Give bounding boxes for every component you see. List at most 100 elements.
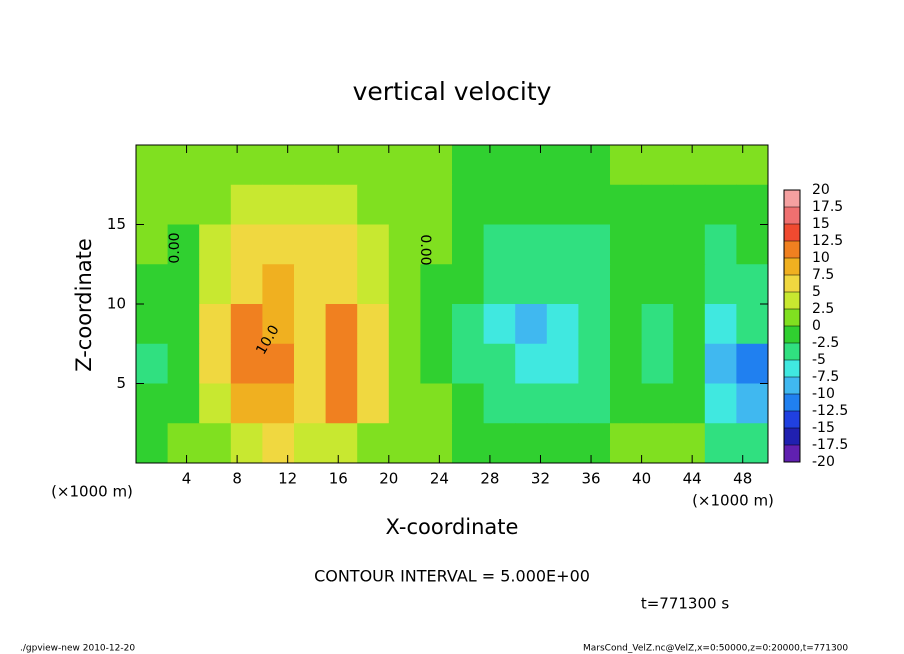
heatmap-cell (230, 145, 263, 186)
heatmap-cell (515, 184, 548, 225)
heatmap-cell (230, 224, 263, 265)
heatmap-cell (578, 184, 611, 225)
colorbar-band (784, 258, 800, 275)
heatmap-cell (136, 264, 169, 305)
heatmap-cell (167, 184, 200, 225)
heatmap-cell (546, 264, 579, 305)
heatmap-cell (546, 383, 579, 424)
heatmap-cell (167, 423, 200, 464)
heatmap-cell (357, 304, 390, 345)
heatmap-cell (546, 343, 579, 384)
colorbar-band (784, 241, 800, 258)
x-tick-label: 8 (232, 470, 242, 488)
heatmap-cell (673, 184, 706, 225)
time-label: t=771300 s (641, 595, 729, 613)
heatmap-cell (515, 343, 548, 384)
heatmap-cell (357, 423, 390, 464)
y-tick-label: 10 (107, 295, 126, 313)
heatmap-cell (420, 145, 453, 186)
heatmap-cell (388, 304, 421, 345)
heatmap-cell (546, 224, 579, 265)
heatmap-cell (452, 304, 485, 345)
heatmap-cell (610, 224, 643, 265)
heatmap-cell (578, 343, 611, 384)
x-tick-label: 36 (581, 470, 600, 488)
heatmap-cell (736, 423, 769, 464)
heatmap-cell (736, 224, 769, 265)
colorbar-band (784, 360, 800, 377)
heatmap-cell (230, 383, 263, 424)
heatmap-cell (673, 383, 706, 424)
heatmap-cell (736, 343, 769, 384)
heatmap-cell (388, 145, 421, 186)
heatmap-cell (262, 264, 295, 305)
heatmap-cell (262, 224, 295, 265)
heatmap-cell (736, 184, 769, 225)
heatmap-cell (704, 423, 737, 464)
contour-label: 0.00 (417, 234, 433, 265)
heatmap-cell (230, 184, 263, 225)
heatmap-cell (704, 184, 737, 225)
heatmap-cell (136, 145, 169, 186)
heatmap-cell (641, 145, 674, 186)
heatmap-cell (325, 224, 358, 265)
heatmap-cell (167, 145, 200, 186)
heatmap-cell (515, 383, 548, 424)
heatmap-cell (452, 423, 485, 464)
colorbar-band (784, 377, 800, 394)
heatmap-cell (641, 304, 674, 345)
contour-label: 0.00 (167, 232, 183, 263)
heatmap-cell (325, 423, 358, 464)
heatmap-cell (673, 304, 706, 345)
heatmap-cell (673, 343, 706, 384)
heatmap-cell (452, 184, 485, 225)
heatmap-cell (230, 343, 263, 384)
heatmap-cell (610, 304, 643, 345)
heatmap-cell (483, 224, 516, 265)
heatmap-cell (736, 145, 769, 186)
heatmap-cell (294, 423, 327, 464)
heatmap-cell (578, 423, 611, 464)
heatmap-cell (420, 184, 453, 225)
colorbar-band (784, 445, 800, 462)
heatmap-cell (610, 145, 643, 186)
heatmap-cell (578, 145, 611, 186)
heatmap-cell (294, 145, 327, 186)
colorbar-label: 0 (812, 318, 821, 334)
heatmap-cell (388, 224, 421, 265)
heatmap-cell (641, 184, 674, 225)
heatmap-cell (546, 145, 579, 186)
heatmap-cell (294, 224, 327, 265)
heatmap-cell (136, 383, 169, 424)
heatmap-cell (641, 224, 674, 265)
contour-interval: CONTOUR INTERVAL = 5.000E+00 (314, 567, 590, 586)
heatmap-cell (325, 264, 358, 305)
colorbar-label: -2.5 (812, 335, 839, 351)
heatmap-cell (641, 423, 674, 464)
heatmap-cell (262, 423, 295, 464)
heatmap-cell (483, 343, 516, 384)
heatmap-cell (167, 343, 200, 384)
heatmap-cell (325, 383, 358, 424)
heatmap-cell (673, 224, 706, 265)
y-axis-label: Z-coordinate (72, 238, 96, 372)
heatmap-cell (136, 184, 169, 225)
colorbar-label: 15 (812, 216, 830, 232)
x-tick-label: 24 (430, 470, 449, 488)
x-tick-label: 4 (182, 470, 192, 488)
heatmap-cell (483, 423, 516, 464)
heatmap-cell (136, 224, 169, 265)
heatmap-cell (704, 304, 737, 345)
heatmap-cell (736, 383, 769, 424)
heatmap-cell (452, 224, 485, 265)
heatmap-cell (294, 343, 327, 384)
x-tick-label: 32 (531, 470, 550, 488)
heatmap-cell (515, 145, 548, 186)
x-tick-label: 28 (480, 470, 499, 488)
colorbar-band (784, 275, 800, 292)
y-tick-label: 15 (107, 215, 126, 233)
heatmap-cell (230, 304, 263, 345)
colorbar-label: 17.5 (812, 199, 843, 215)
footer-left: ./gpview-new 2010-12-20 (20, 644, 135, 654)
